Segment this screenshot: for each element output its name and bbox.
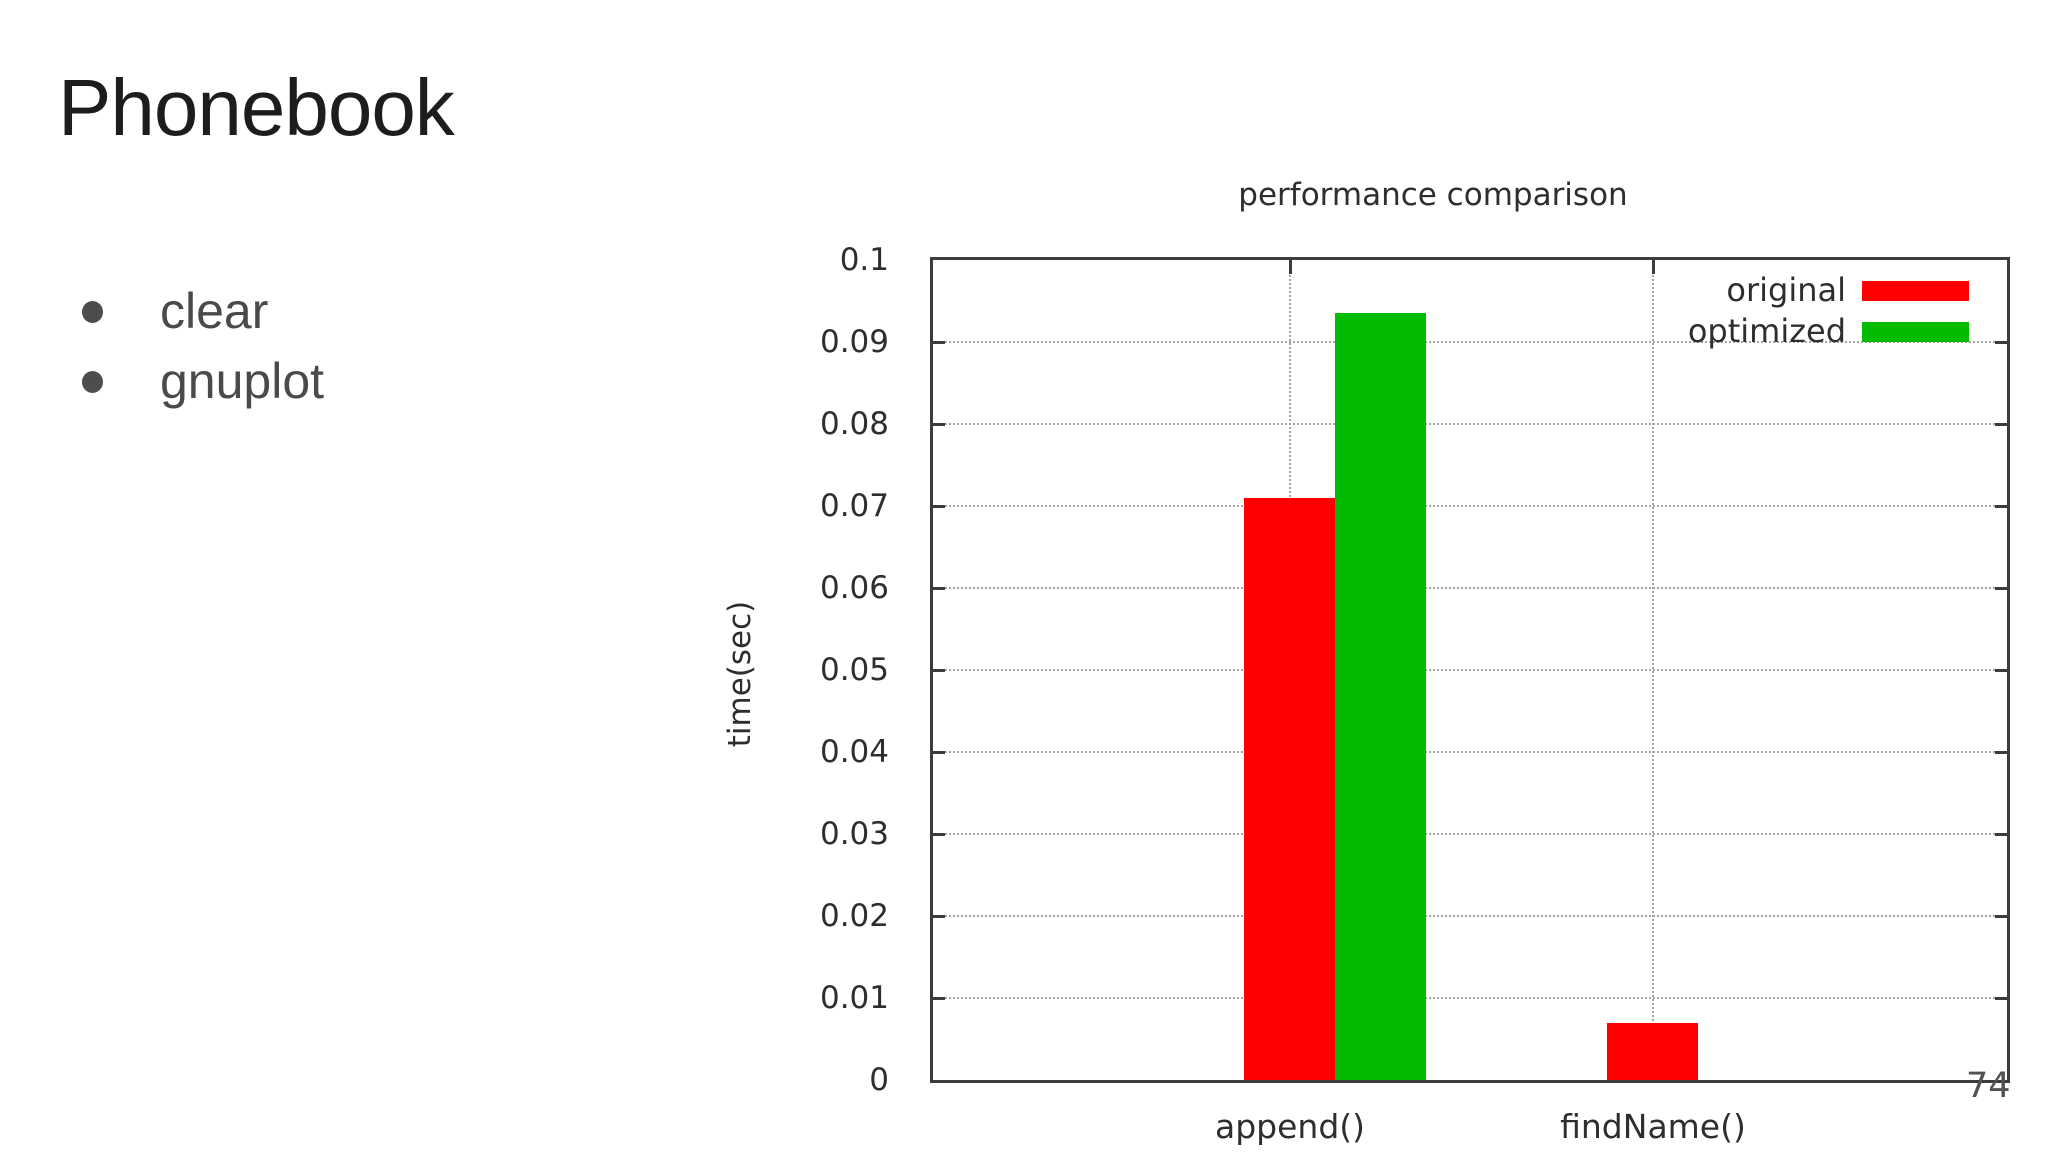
page-title: Phonebook [58, 63, 455, 152]
y-axis-tick [933, 915, 945, 918]
h-gridline [933, 997, 2007, 999]
y-axis-tick [1995, 341, 2007, 344]
legend-swatch-original [1862, 280, 1969, 301]
legend-swatch-optimized [1862, 321, 1969, 342]
y-axis-tick [1995, 505, 2007, 508]
legend-label: original [1726, 271, 1846, 309]
y-tick-label: 0.07 [819, 488, 889, 524]
y-tick-label: 0.05 [819, 652, 889, 688]
y-axis-tick [1995, 423, 2007, 426]
x-axis-tick [1289, 260, 1292, 274]
bullet-text: clear [160, 283, 269, 339]
y-tick-label: 0.04 [819, 734, 889, 770]
legend-row: optimized [1688, 311, 1969, 352]
bar-original [1244, 498, 1335, 1080]
bullet-icon [82, 301, 103, 323]
page-number: 74 [1966, 1066, 2011, 1106]
bullet-icon [82, 371, 103, 393]
x-category-label: findName() [1560, 1107, 1746, 1146]
y-axis-tick [1995, 751, 2007, 754]
chart-title: performance comparison [1238, 177, 1628, 213]
h-gridline [933, 423, 2007, 425]
h-gridline [933, 751, 2007, 753]
y-tick-label: 0.01 [819, 980, 889, 1016]
x-category-label: append() [1214, 1107, 1366, 1146]
h-gridline [933, 669, 2007, 671]
legend-row: original [1688, 270, 1969, 311]
y-tick-label: 0.09 [819, 324, 889, 360]
y-axis-tick [933, 833, 945, 836]
y-tick-label: 0.06 [819, 570, 889, 606]
y-tick-label: 0.08 [819, 406, 889, 442]
y-axis-tick [1995, 915, 2007, 918]
bar-optimized [1335, 313, 1426, 1080]
y-axis-label: time(sec) [722, 600, 758, 748]
h-gridline [933, 833, 2007, 835]
y-tick-label: 0.03 [819, 816, 889, 852]
performance-chart: performance comparison time(sec) origina… [722, 177, 2010, 1146]
y-axis-tick [1995, 997, 2007, 1000]
bullet-list: clear gnuplot [82, 285, 324, 425]
y-tick-label: 0.02 [819, 898, 889, 934]
y-axis-tick [933, 505, 945, 508]
y-axis-tick [933, 341, 945, 344]
y-tick-label: 0 [869, 1062, 889, 1098]
y-axis-tick [933, 997, 945, 1000]
y-axis-tick [933, 587, 945, 590]
y-axis-tick [933, 751, 945, 754]
list-item: gnuplot [82, 355, 324, 425]
y-axis-tick [1995, 833, 2007, 836]
y-tick-label: 0.1 [839, 242, 889, 278]
legend-label: optimized [1687, 312, 1846, 350]
y-axis-tick [933, 669, 945, 672]
x-axis-tick [1652, 260, 1655, 274]
chart-legend: original optimized [1688, 270, 1969, 352]
h-gridline [933, 341, 2007, 343]
bar-original [1607, 1023, 1698, 1080]
h-gridline [933, 915, 2007, 917]
y-axis-tick [933, 423, 945, 426]
h-gridline [933, 505, 2007, 507]
h-gridline [933, 587, 2007, 589]
y-axis-tick [1995, 587, 2007, 590]
v-gridline [1652, 260, 1654, 1080]
y-axis-tick [1995, 669, 2007, 672]
list-item: clear [82, 285, 324, 355]
bullet-text: gnuplot [160, 353, 325, 409]
